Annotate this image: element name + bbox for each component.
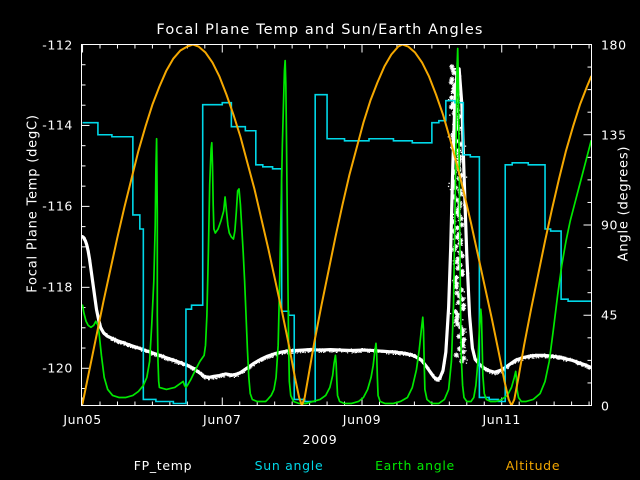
y-axis-right-tick-3: 135 (601, 127, 627, 143)
data-series-group (81, 44, 592, 406)
x-axis-tick-3: Jun11 (482, 412, 521, 427)
plot-frame (81, 44, 592, 406)
legend-item-altitude[interactable]: Altitude (505, 458, 561, 473)
chart-title: Focal Plane Temp and Sun/Earth Angles (156, 22, 484, 38)
y-axis-left-tick-0: -112 (42, 37, 73, 52)
y-axis-right-tick-0: 0 (601, 398, 610, 413)
y-axis-left-tick-3: -118 (42, 279, 73, 295)
x-axis-tick-2: Jun09 (342, 412, 382, 427)
chart-legend: FP_temp Sun angle Earth angle Altitude (0, 458, 640, 478)
legend-item-sun-angle[interactable]: Sun angle (254, 458, 324, 473)
x-axis-tick-1: Jun07 (203, 412, 242, 427)
legend-item-earth-angle[interactable]: Earth angle (375, 458, 455, 473)
y-axis-left-tick-2: -116 (42, 198, 73, 214)
x-axis-tick-0: Jun05 (63, 412, 102, 427)
y-axis-left-tick-4: -120 (42, 360, 73, 376)
y-axis-right-tick-1: 45 (601, 307, 619, 323)
x-axis-label: 2009 (302, 432, 338, 447)
y-axis-right-tick-4: 180 (601, 37, 627, 52)
y-axis-left-tick-1: -114 (42, 117, 73, 133)
legend-item-fp-temp[interactable]: FP_temp (133, 458, 193, 473)
y-axis-right-tick-2: 90 (601, 217, 619, 233)
